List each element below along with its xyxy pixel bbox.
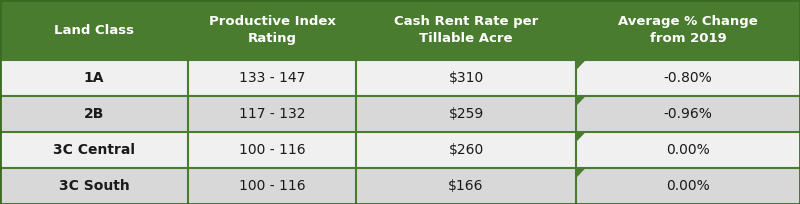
Bar (356, 0, 576, 60)
Polygon shape (576, 96, 586, 106)
Text: -0.80%: -0.80% (664, 71, 712, 85)
Text: $166: $166 (448, 179, 484, 193)
Polygon shape (576, 132, 586, 142)
Bar (0, 168, 188, 204)
Text: 100 - 116: 100 - 116 (238, 143, 306, 157)
Bar (576, 96, 800, 132)
Bar (0, 0, 188, 60)
Bar (576, 60, 800, 96)
Text: Productive Index
Rating: Productive Index Rating (209, 15, 335, 45)
Bar (356, 168, 576, 204)
Bar (188, 60, 356, 96)
Text: -0.96%: -0.96% (663, 107, 713, 121)
Bar (0, 60, 188, 96)
Bar (576, 0, 800, 60)
Text: 0.00%: 0.00% (666, 143, 710, 157)
Bar (356, 96, 576, 132)
Text: $260: $260 (448, 143, 484, 157)
Bar (188, 132, 356, 168)
Text: Land Class: Land Class (54, 24, 134, 37)
Text: 117 - 132: 117 - 132 (238, 107, 306, 121)
Text: 2B: 2B (84, 107, 104, 121)
Text: 3C South: 3C South (58, 179, 130, 193)
Text: 0.00%: 0.00% (666, 179, 710, 193)
Text: $310: $310 (448, 71, 484, 85)
Polygon shape (576, 168, 586, 178)
Bar (356, 132, 576, 168)
Text: Cash Rent Rate per
Tillable Acre: Cash Rent Rate per Tillable Acre (394, 15, 538, 45)
Bar (0, 96, 188, 132)
Bar (576, 132, 800, 168)
Text: 3C Central: 3C Central (53, 143, 135, 157)
Bar (356, 60, 576, 96)
Bar (0, 132, 188, 168)
Text: 1A: 1A (84, 71, 104, 85)
Bar (576, 168, 800, 204)
Bar (188, 96, 356, 132)
Polygon shape (576, 60, 586, 70)
Bar (188, 168, 356, 204)
Text: $259: $259 (448, 107, 484, 121)
Bar (188, 0, 356, 60)
Text: 100 - 116: 100 - 116 (238, 179, 306, 193)
Text: 133 - 147: 133 - 147 (239, 71, 305, 85)
Text: Average % Change
from 2019: Average % Change from 2019 (618, 15, 758, 45)
